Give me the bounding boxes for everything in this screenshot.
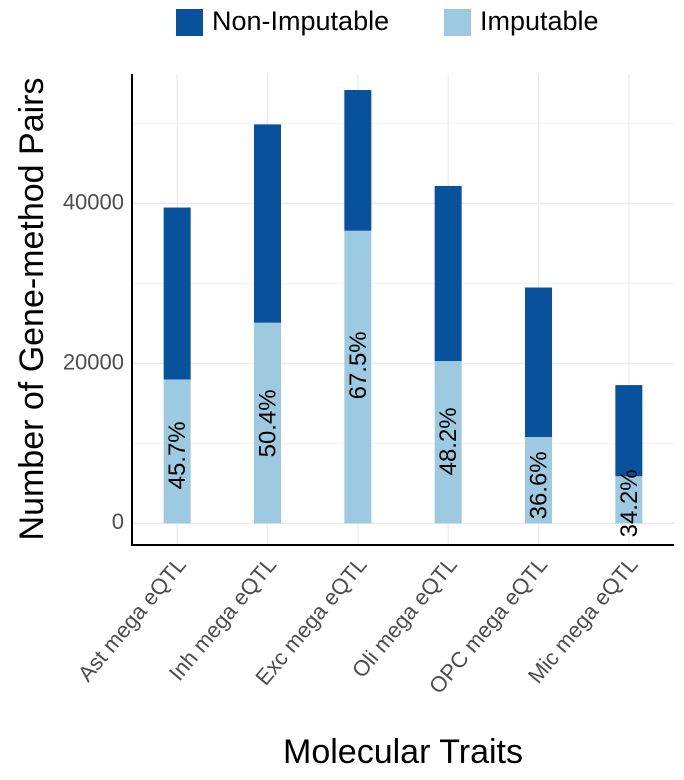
bar-non-imputable: [615, 385, 643, 477]
y-tick-label: 0: [112, 509, 124, 534]
y-tick-label: 20000: [63, 349, 124, 374]
bar-percentage-label: 34.2%: [616, 469, 643, 537]
bar-imputable: [615, 476, 643, 524]
bar-imputable: [163, 379, 191, 524]
y-axis-ticks: 0 20000 40000: [63, 189, 124, 534]
legend: Non-Imputable Imputable: [176, 6, 599, 36]
legend-label: Imputable: [480, 6, 599, 36]
bars: [163, 89, 643, 524]
bar-non-imputable: [434, 185, 462, 362]
bar-imputable: [525, 437, 552, 524]
bar-percentage-label: 50.4%: [255, 389, 282, 457]
bar-percentage-label: 67.5%: [345, 331, 372, 399]
bar-percentage-label: 36.6%: [526, 451, 553, 519]
bar-imputable: [434, 361, 462, 524]
bar-percentage-label: 45.7%: [164, 421, 191, 489]
y-tick-label: 40000: [63, 189, 124, 214]
bar-non-imputable: [254, 124, 281, 323]
legend-swatch: [176, 9, 203, 36]
y-axis-title: Number of Gene-method Pairs: [13, 78, 51, 541]
legend-swatch: [444, 9, 471, 36]
bar-non-imputable: [525, 287, 552, 438]
grid-lines: [132, 74, 674, 545]
legend-label: Non-Imputable: [212, 6, 389, 36]
bar-non-imputable: [163, 207, 191, 380]
x-axis-title: Molecular Traits: [283, 733, 523, 771]
bar-imputable: [344, 230, 372, 524]
bar-percentage-labels: 45.7% 50.4% 67.5% 48.2% 36.6% 34.2%: [164, 331, 643, 537]
bar-percentage-label: 48.2%: [435, 407, 462, 475]
bar-non-imputable: [344, 89, 372, 231]
legend-item-imputable: Imputable: [444, 6, 599, 36]
bar-imputable: [254, 322, 281, 524]
legend-item-non-imputable: Non-Imputable: [176, 6, 389, 36]
